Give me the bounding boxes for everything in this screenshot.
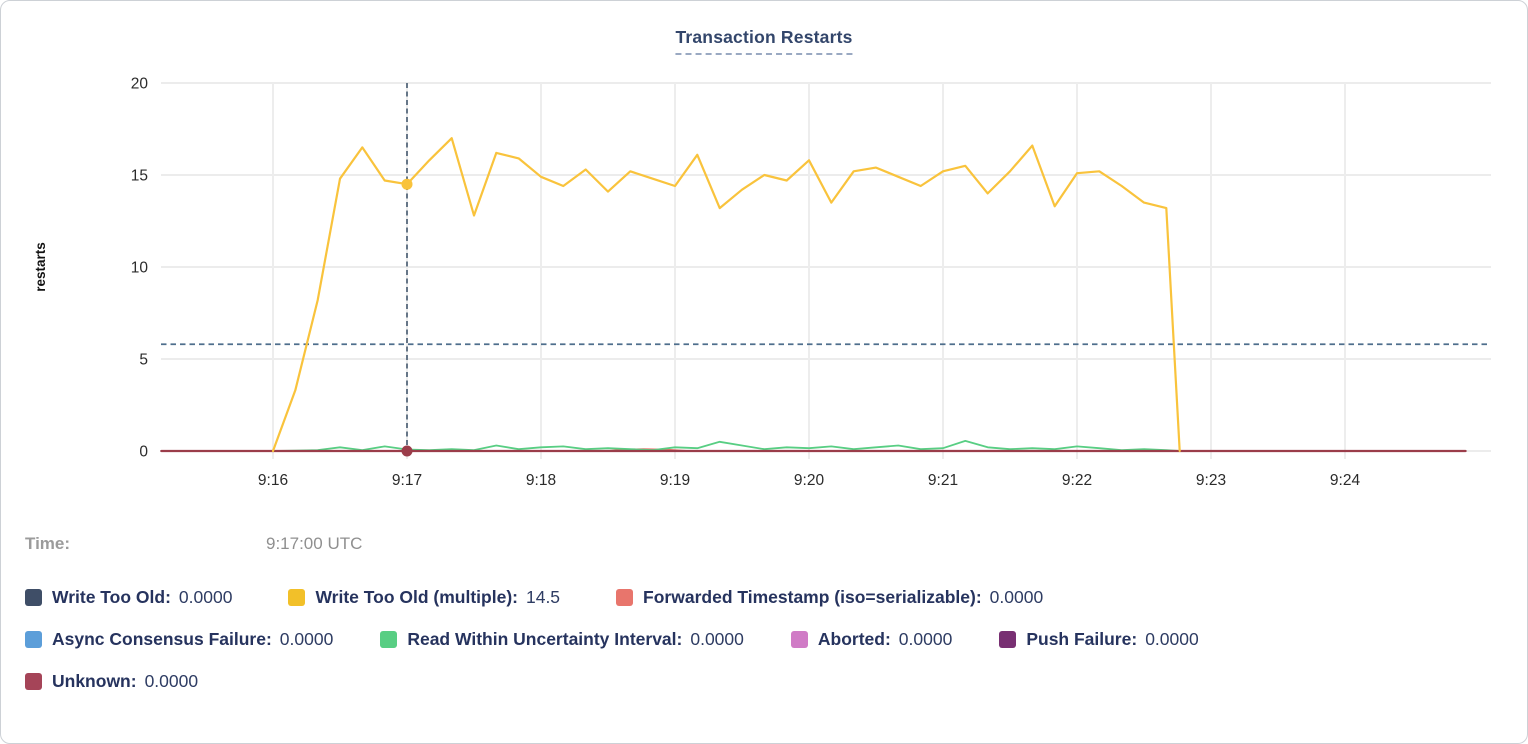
legend-swatch-icon <box>25 631 42 648</box>
legend-item-write-too-old-multiple: Write Too Old (multiple): 14.5 <box>288 587 560 608</box>
legend-value: 0.0000 <box>898 629 953 649</box>
legend-swatch-icon <box>616 589 634 606</box>
legend-swatch-icon <box>999 631 1017 648</box>
x-tick-label: 9:18 <box>526 472 556 489</box>
legend-value: 14.5 <box>525 587 561 607</box>
legend-label: Push Failure: <box>1026 629 1138 649</box>
legend-value: 0.0000 <box>178 587 233 607</box>
legend-value: 0.0000 <box>279 629 334 649</box>
legend-item-read-within-uncertainty-interval: Read Within Uncertainty Interval: 0.0000 <box>380 629 744 650</box>
series-line-write-too-old-multiple <box>271 137 1181 453</box>
legend-swatch-icon <box>25 589 42 606</box>
y-tick-label: 0 <box>139 444 148 461</box>
y-axis-label: restarts <box>33 242 48 292</box>
y-tick-label: 5 <box>139 352 148 369</box>
y-tick-label: 20 <box>131 76 149 93</box>
legend-item-aborted: Aborted: 0.0000 <box>790 629 953 650</box>
legend-item-async-consensus-failure: Async Consensus Failure: 0.0000 <box>25 629 333 650</box>
x-tick-label: 9:21 <box>928 472 958 489</box>
x-tick-label: 9:16 <box>258 472 288 489</box>
legend-row: Write Too Old: 0.0000 Write Too Old (multi… <box>25 587 1511 608</box>
time-label: Time: <box>25 534 71 553</box>
legend-row: Async Consensus Failure: 0.0000 Read Withi… <box>25 629 1511 650</box>
legend-row: Unknown: 0.0000 <box>25 671 1511 692</box>
legend-label: Write Too Old (multiple): <box>315 587 518 607</box>
y-tick-label: 10 <box>131 260 149 277</box>
legend-swatch-icon <box>288 589 306 606</box>
legend-label: Unknown: <box>52 671 137 691</box>
legend-value: 0.0000 <box>144 671 199 691</box>
x-tick-label: 9:22 <box>1062 472 1092 489</box>
legend-item-write-too-old: Write Too Old: 0.0000 <box>25 587 232 608</box>
legend-swatch-icon <box>380 631 398 648</box>
legend-item-push-failure: Push Failure: 0.0000 <box>999 629 1199 650</box>
legend-label: Write Too Old: <box>52 587 171 607</box>
y-tick-label: 15 <box>131 168 148 185</box>
time-value: 9:17:00 UTC <box>266 534 363 553</box>
legend-item-forwarded-timestamp: Forwarded Timestamp (iso=serializable): 0… <box>616 587 1043 608</box>
legend-item-unknown: Unknown: 0.0000 <box>25 671 198 692</box>
legend-label: Aborted: <box>817 629 891 649</box>
chart-legend: Write Too Old: 0.0000 Write Too Old (multi… <box>25 587 1511 713</box>
hover-dot-unknown <box>401 445 413 457</box>
x-tick-label: 9:23 <box>1196 472 1226 489</box>
chart-canvas[interactable]: 0 5 10 15 20 9:16 9:17 9:18 9:19 9:20 9:21 9:22 9:23… <box>1 1 1528 506</box>
legend-value: 0.0000 <box>989 587 1044 607</box>
legend-label: Forwarded Timestamp (iso=serializable): <box>643 587 982 607</box>
x-tick-label: 9:20 <box>794 472 825 489</box>
legend-value: 0.0000 <box>690 629 744 649</box>
x-tick-label: 9:19 <box>660 472 690 489</box>
hover-time-row: Time: 9:17:00 UTC <box>25 534 925 554</box>
legend-swatch-icon <box>25 673 42 690</box>
legend-swatch-icon <box>790 631 808 648</box>
legend-label: Read Within Uncertainty Interval: <box>407 629 683 649</box>
legend-value: 0.0000 <box>1145 629 1199 649</box>
chart-title[interactable]: Transaction Restarts <box>675 27 853 55</box>
x-tick-label: 9:17 <box>392 472 422 489</box>
x-tick-label: 9:24 <box>1330 472 1361 489</box>
legend-label: Async Consensus Failure: <box>52 629 272 649</box>
hover-dot-write-too-old-multiple <box>401 178 413 190</box>
